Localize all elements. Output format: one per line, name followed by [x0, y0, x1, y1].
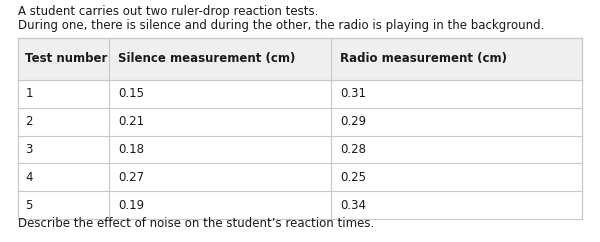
Text: A student carries out two ruler-drop reaction tests.: A student carries out two ruler-drop rea…	[18, 5, 319, 18]
Text: 3: 3	[25, 143, 32, 156]
Text: Describe the effect of noise on the student’s reaction times.: Describe the effect of noise on the stud…	[18, 217, 374, 230]
Text: 0.25: 0.25	[340, 171, 366, 184]
Bar	[18, 38, 582, 80]
Text: 0.28: 0.28	[340, 143, 366, 156]
Text: Silence measurement (cm): Silence measurement (cm)	[118, 52, 296, 65]
Text: 0.19: 0.19	[118, 199, 145, 212]
Text: During one, there is silence and during the other, the radio is playing in the b: During one, there is silence and during …	[18, 19, 544, 32]
Text: Test number: Test number	[25, 52, 107, 65]
Text: 0.15: 0.15	[118, 87, 144, 100]
Text: Radio measurement (cm): Radio measurement (cm)	[340, 52, 507, 65]
Text: 1: 1	[25, 87, 32, 100]
Text: 5: 5	[25, 199, 32, 212]
Text: 4: 4	[25, 171, 32, 184]
Text: 0.21: 0.21	[118, 115, 145, 128]
Text: 0.18: 0.18	[118, 143, 144, 156]
Text: 2: 2	[25, 115, 32, 128]
Text: 0.27: 0.27	[118, 171, 145, 184]
Text: 0.34: 0.34	[340, 199, 366, 212]
Text: 0.31: 0.31	[340, 87, 366, 100]
Text: 0.29: 0.29	[340, 115, 367, 128]
